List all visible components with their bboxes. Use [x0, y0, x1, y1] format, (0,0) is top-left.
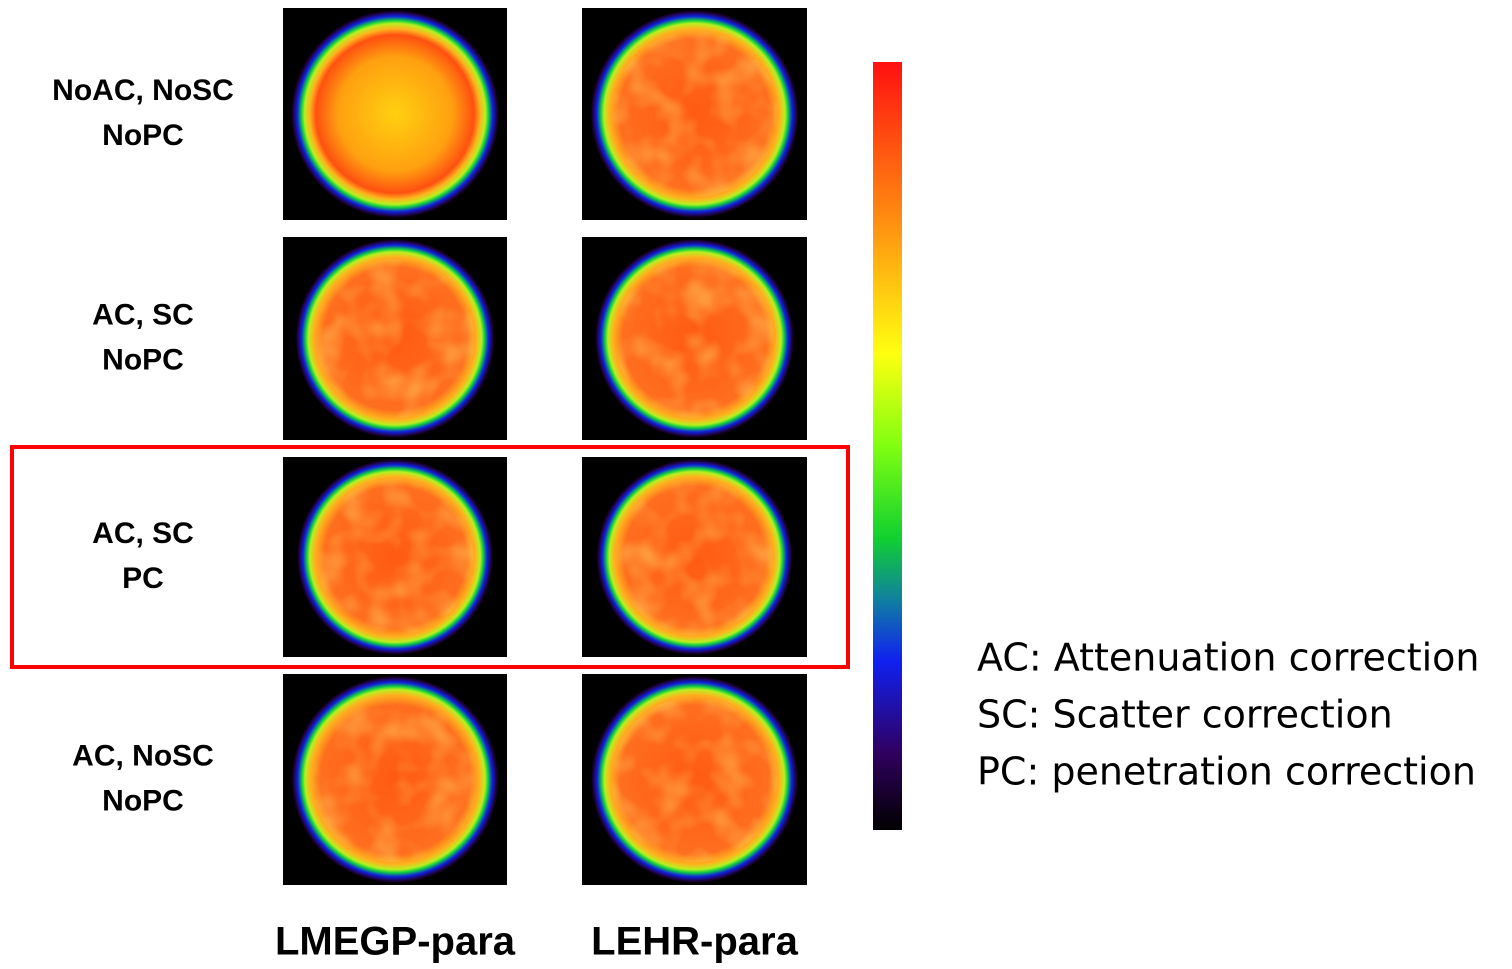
row-label: AC, SC [92, 298, 194, 331]
legend-text: AC: Attenuation correction [977, 636, 1480, 680]
scan-image [283, 8, 507, 220]
row-label: NoPC [102, 119, 184, 152]
legend-text: SC: Scatter correction [977, 693, 1393, 737]
row-label: AC, NoSC [72, 739, 214, 772]
scan-image [283, 237, 507, 440]
row-label: NoAC, NoSC [52, 74, 234, 107]
row-label: AC, SC [92, 517, 194, 550]
column-label: LEHR-para [591, 920, 798, 964]
colorbar [873, 62, 902, 830]
row-label: PC [122, 562, 164, 595]
figure: NoAC, NoSC NoPC AC, SC NoPC AC, SC PC AC, NoSC… [0, 0, 1512, 964]
legend-text: PC: penetration correction [977, 750, 1476, 794]
scan-image [582, 674, 807, 885]
column-label: LMEGP-para [275, 920, 516, 964]
scan-image [582, 8, 807, 220]
scan-image [582, 237, 807, 440]
phantom [291, 10, 499, 218]
scan-image [283, 674, 507, 885]
scan-image [283, 457, 507, 657]
row-label: NoPC [102, 343, 184, 376]
row-label: NoPC [102, 784, 184, 817]
scan-image [582, 457, 807, 657]
